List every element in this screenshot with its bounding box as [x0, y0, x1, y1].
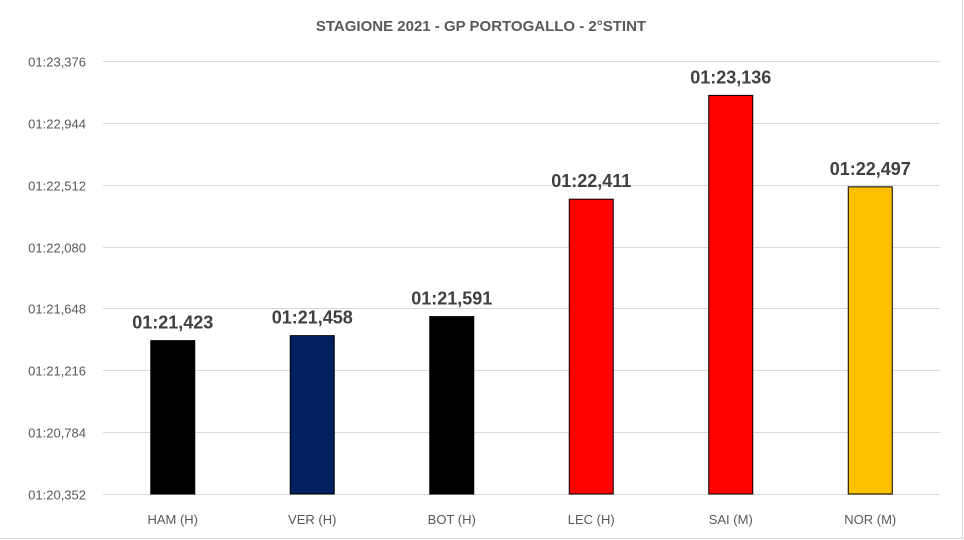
chart-title: STAGIONE 2021 - GP PORTOGALLO - 2°STINT — [316, 18, 646, 35]
bar-ver — [289, 335, 335, 495]
x-tick-label: BOT (H) — [428, 512, 476, 527]
y-axis-ticks: 01:20,352 01:20,784 01:21,216 01:21,648 01:2… — [28, 55, 86, 503]
data-label: 01:21,591 — [411, 289, 492, 309]
y-tick-label: 01:20,352 — [28, 488, 86, 503]
x-axis-ticks: HAM (H) VER (H) BOT (H) LEC (H) SAI (M) NOR (… — [147, 512, 896, 527]
x-tick-label: LEC (H) — [568, 512, 615, 527]
bar-bot — [429, 316, 475, 495]
data-label: 01:23,136 — [690, 67, 771, 87]
y-tick-label: 01:21,216 — [28, 364, 86, 379]
y-tick-label: 01:22,080 — [28, 241, 86, 256]
x-tick-label: HAM (H) — [147, 512, 198, 527]
y-tick-label: 01:22,944 — [28, 117, 86, 132]
y-tick-label: 01:20,784 — [28, 426, 86, 441]
data-label: 01:21,458 — [272, 308, 353, 328]
bar-nor — [847, 186, 893, 495]
data-label: 01:22,411 — [551, 171, 631, 191]
gridlines — [103, 61, 940, 495]
y-tick-label: 01:21,648 — [28, 302, 86, 317]
x-tick-label: NOR (M) — [844, 512, 896, 527]
bar-ham — [150, 340, 196, 495]
y-tick-label: 01:22,512 — [28, 179, 86, 194]
data-label: 01:22,497 — [830, 159, 911, 179]
bar-sai — [708, 94, 754, 495]
data-labels: 01:21,423 01:21,458 01:21,591 01:22,411 01:2… — [132, 67, 911, 332]
bars — [150, 94, 893, 495]
data-label: 01:21,423 — [132, 313, 213, 333]
bar-lec — [568, 198, 614, 495]
x-tick-label: SAI (M) — [709, 512, 753, 527]
y-tick-label: 01:23,376 — [28, 55, 86, 70]
x-tick-label: VER (H) — [288, 512, 336, 527]
